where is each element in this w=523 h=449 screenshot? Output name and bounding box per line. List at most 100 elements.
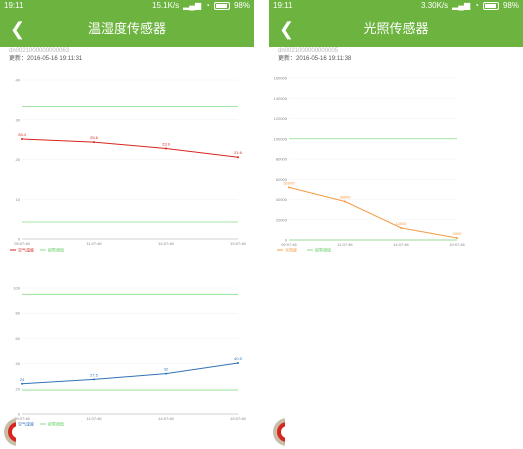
y-tick-label: 40000 [276, 197, 288, 202]
float-menu-icon[interactable] [269, 414, 285, 446]
point-label: 32 [164, 367, 169, 372]
y-tick-label: 10 [16, 197, 21, 202]
status-time: 19:11 [273, 1, 293, 10]
series-line [21, 362, 239, 385]
y-tick-label: 60000 [276, 177, 288, 182]
x-tick-label: 14:07:46 [158, 241, 174, 246]
y-tick-label: 120000 [274, 116, 288, 121]
data-point [288, 186, 290, 189]
status-right: 15.1K/s ▂▄▆ ◔ 98% [152, 0, 250, 12]
data-point [165, 372, 167, 375]
x-tick-label: 09:07:46 [281, 242, 297, 247]
right-phone-screen: 19:11 3.30K/s ▂▄▆ ◔ 98% ❮ 光照传感器 dn002100… [269, 0, 523, 449]
point-label: 23.9 [162, 142, 171, 147]
status-time: 19:11 [4, 1, 24, 10]
y-tick-label: 0 [18, 237, 21, 242]
x-tick-label: 19:07:46 [449, 242, 465, 247]
data-point [456, 236, 458, 239]
series-line [21, 138, 239, 158]
data-point [21, 138, 23, 141]
point-label: 38000 [339, 195, 351, 200]
device-id: dn0021000000000063 [9, 48, 70, 54]
y-tick-label: 80 [16, 311, 21, 316]
legend-threshold-label: 报警阈值 [48, 421, 64, 427]
y-tick-label: 0 [18, 412, 21, 417]
x-tick-label: 19:07:46 [230, 416, 246, 421]
data-point [237, 156, 239, 159]
status-bar: 19:11 3.30K/s ▂▄▆ ◔ 98% [269, 0, 523, 12]
wifi-icon: ◔ [205, 1, 210, 10]
app-bar: 19:11 3.30K/s ▂▄▆ ◔ 98% ❮ 光照传感器 [269, 0, 523, 47]
device-id: dn0021000000000005 [278, 48, 339, 54]
app-bar: 19:11 15.1K/s ▂▄▆ ◔ 98% ❮ 温湿度传感器 [0, 0, 254, 47]
light-chart: 1600001400001200001000008000060000400002… [274, 76, 466, 253]
legend-threshold-label: 报警阈值 [48, 247, 64, 253]
battery-percent: 98% [233, 1, 250, 10]
point-label: 52000 [283, 180, 295, 185]
signal-icon: ▂▄▆ [452, 1, 471, 10]
data-point [21, 382, 23, 385]
humidity-chart: 100 80 60 40 20 009:07:46 11:07:46 14:07:46 19:0… [10, 286, 247, 427]
network-speed: 3.30K/s [421, 1, 449, 10]
x-tick-label: 14:07:46 [158, 416, 174, 421]
y-tick-label: 20 [16, 157, 21, 162]
y-tick-label: 30 [16, 117, 21, 122]
battery-icon [482, 2, 499, 10]
y-tick-label: 40 [16, 361, 21, 366]
point-label: 12000 [395, 221, 407, 226]
data-point [93, 378, 95, 381]
left-phone-screen: 19:11 15.1K/s ▂▄▆ ◔ 98% ❮ 温湿度传感器 dn00210… [0, 0, 254, 449]
legend-series-label: 空气温度 [18, 247, 34, 253]
y-tick-label: 0 [285, 238, 288, 243]
page-title: 光照传感器 [363, 21, 429, 36]
temperature-chart: 40 30 20 10 009:07:46 11:07:46 14:07:46 19:07:4… [10, 78, 247, 253]
page-title: 温湿度传感器 [87, 21, 166, 36]
status-right: 3.30K/s ▂▄▆ ◔ 98% [421, 0, 519, 12]
y-tick-label: 80000 [276, 157, 288, 162]
series-line [288, 186, 458, 239]
signal-icon: ▂▄▆ [183, 1, 202, 10]
data-point [237, 361, 239, 364]
x-tick-label: 09:07:46 [14, 416, 30, 421]
point-label: 26.4 [18, 132, 27, 137]
x-tick-label: 09:07:46 [14, 241, 30, 246]
point-label: 2000 [453, 231, 463, 236]
x-tick-label: 14:07:46 [393, 242, 409, 247]
chevron-left-icon: ❮ [10, 19, 26, 39]
float-menu-icon[interactable] [0, 414, 16, 446]
point-label: 27.5 [90, 372, 99, 377]
y-tick-label: 100000 [274, 136, 288, 141]
update-time: 更新：2016-05-16 19:11:38 [278, 56, 352, 62]
y-tick-label: 160000 [274, 76, 288, 81]
battery-percent: 98% [502, 1, 519, 10]
back-button[interactable]: ❮ [279, 20, 294, 38]
data-point [344, 200, 346, 203]
y-tick-label: 140000 [274, 96, 288, 101]
chevron-left-icon: ❮ [279, 19, 295, 39]
network-speed: 15.1K/s [152, 1, 180, 10]
point-label: 21.6 [234, 150, 243, 155]
point-label: 24 [20, 377, 25, 382]
x-tick-label: 11:07:46 [337, 242, 353, 247]
y-tick-label: 20 [16, 386, 21, 391]
back-button[interactable]: ❮ [10, 20, 25, 38]
data-point [93, 141, 95, 144]
legend-series-label: 空气湿度 [18, 421, 34, 427]
update-time: 更新：2016-05-16 19:11:31 [9, 56, 83, 62]
wifi-icon: ◔ [474, 1, 479, 10]
y-tick-label: 40 [16, 78, 21, 83]
data-point [400, 226, 402, 229]
legend-threshold-label: 报警阈值 [315, 247, 331, 253]
status-bar: 19:11 15.1K/s ▂▄▆ ◔ 98% [0, 0, 254, 12]
point-label: 40.5 [234, 356, 243, 361]
battery-icon [213, 2, 230, 10]
point-label: 25.6 [90, 135, 99, 140]
screen-gap [254, 0, 269, 449]
x-tick-label: 11:07:46 [86, 241, 102, 246]
y-tick-label: 100 [13, 286, 20, 291]
y-tick-label: 60 [16, 336, 21, 341]
y-tick-label: 20000 [276, 217, 288, 222]
x-tick-label: 19:07:46 [230, 241, 246, 246]
legend-series-label: 光照度 [285, 247, 297, 253]
data-point [165, 147, 167, 150]
